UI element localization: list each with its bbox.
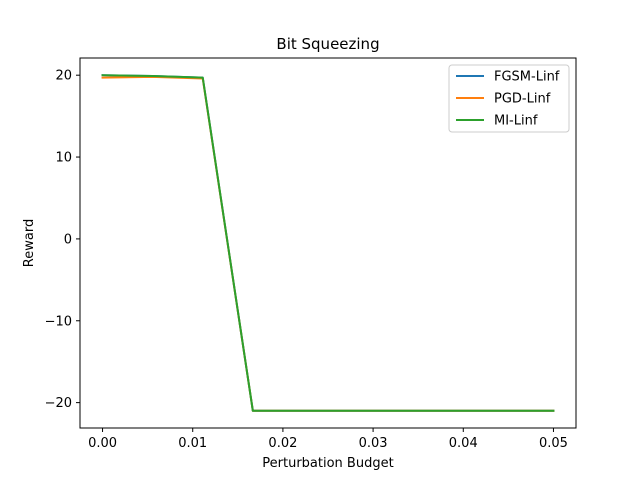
legend-label-mi-linf: MI-Linf [494,114,538,129]
x-tick-label: 0.01 [178,436,207,451]
plot-area: 0.00 0.01 0.02 0.03 0.04 0.05 20 10 0 −10 −20 [45,57,577,451]
legend: FGSM-Linf PGD-Linf MI-Linf [448,64,570,133]
x-tick-label: 0.05 [539,436,568,451]
legend-label-pgd-linf: PGD-Linf [494,92,551,107]
y-tick-label: −20 [45,396,72,411]
x-tick-label: 0.03 [359,436,388,451]
y-tick-label: 20 [55,69,72,84]
chart-title: Bit Squeezing [276,35,379,53]
y-axis-ticks: 20 10 0 −10 −20 [45,69,80,411]
x-tick-label: 0.02 [268,436,297,451]
y-tick-label: −10 [45,314,72,329]
legend-box [448,64,570,133]
axes-frame [79,57,577,429]
y-tick-label: 10 [55,151,72,166]
x-tick-label: 0.04 [449,436,478,451]
x-tick-label: 0.00 [88,436,117,451]
y-tick-label: 0 [64,232,72,247]
series-lines [101,74,555,412]
y-axis-label: Reward [22,219,37,267]
series-line-mi-linf [101,74,555,412]
legend-label-fgsm-linf: FGSM-Linf [494,70,560,85]
x-axis-label: Perturbation Budget [262,456,393,471]
x-axis-ticks: 0.00 0.01 0.02 0.03 0.04 0.05 [88,428,568,451]
